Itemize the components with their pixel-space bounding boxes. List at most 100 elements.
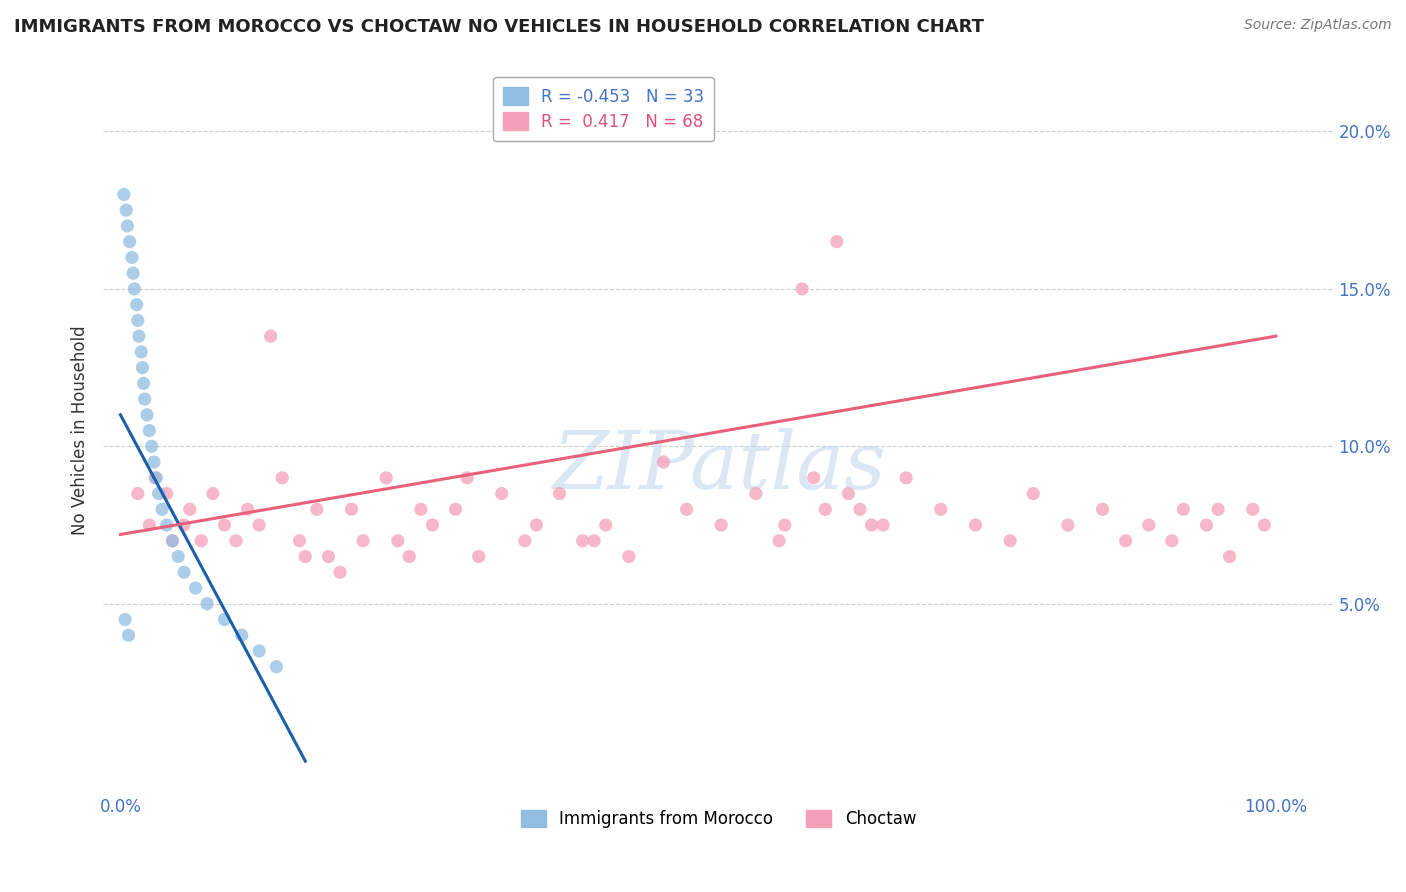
Point — [1241, 502, 1264, 516]
Point — [141, 439, 163, 453]
Point — [122, 266, 145, 280]
Point — [305, 502, 328, 516]
Point — [398, 549, 420, 564]
Point — [803, 471, 825, 485]
Point — [710, 518, 733, 533]
Point — [860, 518, 883, 533]
Point — [131, 360, 153, 375]
Point — [1091, 502, 1114, 516]
Point — [1206, 502, 1229, 516]
Point — [138, 518, 160, 533]
Text: Source: ZipAtlas.com: Source: ZipAtlas.com — [1244, 18, 1392, 32]
Point — [129, 344, 152, 359]
Point — [1115, 533, 1137, 548]
Point — [247, 518, 270, 533]
Point — [167, 549, 190, 564]
Point — [231, 628, 253, 642]
Point — [201, 486, 224, 500]
Point — [162, 533, 184, 548]
Point — [127, 486, 149, 500]
Point — [1160, 533, 1182, 548]
Point — [1195, 518, 1218, 533]
Point — [965, 518, 987, 533]
Point — [652, 455, 675, 469]
Point — [929, 502, 952, 516]
Point — [444, 502, 467, 516]
Point — [745, 486, 768, 500]
Point — [138, 424, 160, 438]
Point — [184, 581, 207, 595]
Point — [173, 518, 195, 533]
Point — [247, 644, 270, 658]
Point — [117, 219, 139, 233]
Point — [849, 502, 872, 516]
Point — [998, 533, 1021, 548]
Point — [773, 518, 796, 533]
Point — [792, 282, 814, 296]
Point — [526, 518, 548, 533]
Point — [190, 533, 212, 548]
Point — [136, 408, 159, 422]
Point — [156, 518, 179, 533]
Point — [467, 549, 489, 564]
Point — [112, 187, 135, 202]
Point — [214, 612, 236, 626]
Point — [548, 486, 571, 500]
Point — [114, 612, 136, 626]
Point — [271, 471, 294, 485]
Point — [1022, 486, 1045, 500]
Point — [225, 533, 247, 548]
Text: IMMIGRANTS FROM MOROCCO VS CHOCTAW NO VEHICLES IN HOUSEHOLD CORRELATION CHART: IMMIGRANTS FROM MOROCCO VS CHOCTAW NO VE… — [14, 18, 984, 36]
Point — [1219, 549, 1241, 564]
Point — [329, 566, 352, 580]
Point — [150, 502, 173, 516]
Point — [1173, 502, 1195, 516]
Point — [128, 329, 150, 343]
Point — [1253, 518, 1275, 533]
Point — [422, 518, 444, 533]
Point — [675, 502, 697, 516]
Point — [124, 282, 146, 296]
Point — [127, 313, 149, 327]
Point — [132, 376, 155, 391]
Point — [894, 471, 917, 485]
Point — [571, 533, 593, 548]
Point — [288, 533, 311, 548]
Point — [143, 471, 166, 485]
Point — [375, 471, 398, 485]
Point — [195, 597, 218, 611]
Point — [872, 518, 894, 533]
Point — [179, 502, 201, 516]
Y-axis label: No Vehicles in Household: No Vehicles in Household — [72, 326, 89, 535]
Point — [125, 298, 148, 312]
Point — [236, 502, 259, 516]
Point — [173, 566, 195, 580]
Point — [352, 533, 374, 548]
Point — [456, 471, 478, 485]
Point — [409, 502, 432, 516]
Point — [617, 549, 640, 564]
Point — [148, 486, 170, 500]
Point — [513, 533, 536, 548]
Point — [266, 659, 288, 673]
Point — [143, 455, 166, 469]
Point — [115, 203, 138, 218]
Point — [340, 502, 363, 516]
Point — [214, 518, 236, 533]
Point — [260, 329, 283, 343]
Point — [156, 486, 179, 500]
Point — [768, 533, 790, 548]
Point — [162, 533, 184, 548]
Point — [387, 533, 409, 548]
Point — [145, 471, 167, 485]
Point — [118, 235, 141, 249]
Point — [117, 628, 139, 642]
Point — [1057, 518, 1080, 533]
Point — [318, 549, 340, 564]
Text: ZIPatlas: ZIPatlas — [551, 428, 886, 506]
Legend: Immigrants from Morocco, Choctaw: Immigrants from Morocco, Choctaw — [515, 804, 922, 835]
Point — [121, 251, 143, 265]
Point — [583, 533, 606, 548]
Point — [595, 518, 617, 533]
Point — [134, 392, 156, 406]
